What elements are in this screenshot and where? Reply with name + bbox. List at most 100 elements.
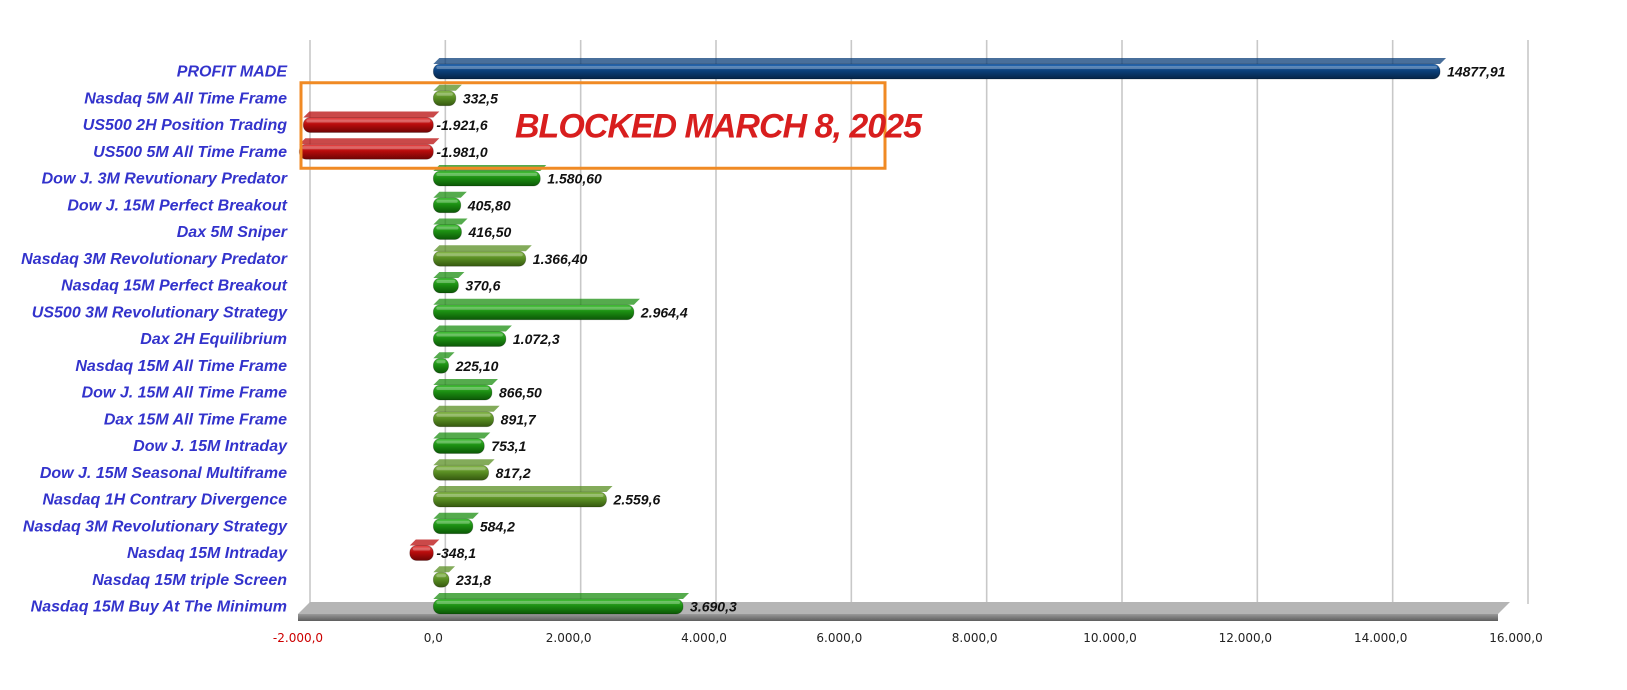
value-label: -1.981,0	[436, 144, 488, 160]
bars-layer	[298, 58, 1447, 615]
bar-highlight	[436, 226, 459, 230]
bar-front-face	[409, 545, 434, 561]
bar	[432, 379, 498, 401]
x-tick-label: 4.000,0	[681, 631, 727, 645]
category-label: Dax 5M Sniper	[177, 224, 288, 241]
value-label: 1.580,60	[547, 171, 602, 187]
bar-highlight	[436, 199, 458, 203]
value-label: 817,2	[496, 465, 531, 481]
bar-top-face	[409, 539, 440, 546]
bar-top-face	[433, 84, 462, 91]
category-label: Dow J. 15M Intraday	[133, 438, 288, 455]
bar	[432, 566, 456, 588]
value-label: 416,50	[468, 224, 512, 240]
value-label: 332,5	[463, 90, 498, 106]
value-labels: 14877,91 332,5 -1.921,6 -1.981,0 1.580,60 405…	[436, 64, 1505, 615]
bar-highlight	[302, 146, 431, 150]
bar-top-face	[433, 58, 1447, 64]
bar-top-face	[433, 432, 491, 439]
bar-front-face	[432, 250, 527, 267]
x-tick-label: -2.000,0	[273, 631, 323, 645]
value-label: 14877,91	[1447, 64, 1506, 80]
bar-top-face	[299, 138, 440, 145]
x-tick-label: 6.000,0	[816, 631, 862, 645]
bar-highlight	[436, 494, 604, 497]
value-label: 405,80	[467, 197, 511, 213]
bar-top-face	[433, 566, 456, 573]
value-label: 231,8	[455, 572, 491, 588]
value-label: 370,6	[465, 278, 500, 294]
bar	[432, 58, 1447, 80]
category-label: Nasdaq 15M triple Screen	[92, 572, 287, 589]
value-label: 584,2	[480, 518, 515, 534]
category-label: US500 5M All Time Frame	[93, 144, 287, 161]
bar	[432, 272, 465, 294]
bar	[432, 432, 491, 454]
category-label: Nasdaq 15M Intraday	[127, 545, 288, 562]
bar-front-face	[432, 90, 457, 107]
bar-top-face	[433, 405, 500, 412]
bar-front-face	[432, 598, 684, 615]
blocked-box	[299, 81, 887, 170]
category-label: Nasdaq 1H Contrary Divergence	[42, 492, 287, 509]
bar-highlight	[436, 440, 482, 444]
bar-top-face	[433, 191, 467, 198]
bar-front-face	[432, 491, 607, 508]
value-label: 1.366,40	[533, 251, 588, 267]
category-label: Dow J. 15M All Time Frame	[82, 385, 288, 402]
bar	[432, 593, 690, 615]
x-axis-tick-labels: -2.000,0 0,0 2.000,0 4.000,0 6.000,0 8.000,0 1…	[273, 631, 1543, 645]
bar-front-face	[432, 304, 635, 321]
bar	[432, 298, 640, 321]
value-label: 225,10	[455, 358, 499, 374]
bar	[432, 405, 500, 428]
value-label: 2.559,6	[613, 492, 661, 508]
bar-top-face	[433, 218, 468, 225]
value-label: -1.921,6	[436, 117, 488, 133]
bar-front-face	[432, 331, 507, 347]
bar-front-face	[432, 357, 449, 374]
bar	[432, 352, 455, 374]
bar-top-face	[303, 111, 440, 118]
x-tick-label: 12.000,0	[1219, 631, 1272, 645]
x-tick-label: 2.000,0	[546, 631, 592, 645]
blocked-annotation: BLOCKED MARCH 8, 2025	[299, 81, 924, 170]
x-tick-label: 14.000,0	[1354, 631, 1407, 645]
bar-front-face	[302, 117, 434, 133]
category-label: Dow J. 3M Revutionary Predator	[42, 171, 288, 188]
bar-top-face	[433, 593, 690, 599]
bar-front-face	[432, 170, 541, 187]
x-tick-label: 8.000,0	[952, 631, 998, 645]
bar-front-face	[432, 63, 1441, 80]
bar-top-face	[433, 298, 640, 305]
category-label: Nasdaq 15M All Time Frame	[75, 358, 287, 375]
bar	[432, 191, 467, 214]
bar	[432, 84, 462, 107]
bar-highlight	[436, 413, 491, 417]
bar-top-face	[433, 352, 455, 359]
category-label: Nasdaq 3M Revolutionary Predator	[21, 251, 288, 268]
bar-highlight	[412, 547, 431, 551]
category-label: Dow J. 15M Perfect Breakout	[67, 197, 287, 214]
category-label: Dax 2H Equilibrium	[140, 331, 287, 348]
bar-highlight	[436, 574, 447, 578]
value-label: 753,1	[491, 438, 526, 454]
bar-highlight	[436, 66, 1438, 69]
bar	[302, 111, 440, 133]
bar-top-face	[433, 512, 479, 519]
value-label: 1.072,3	[513, 331, 560, 347]
bar-front-face	[432, 384, 493, 401]
bar-front-face	[432, 518, 474, 535]
bar-highlight	[436, 333, 503, 337]
bar-top-face	[433, 325, 512, 332]
value-label: 3.690,3	[690, 599, 737, 615]
x-tick-label: 16.000,0	[1489, 631, 1542, 645]
bar-top-face	[433, 486, 613, 492]
x-tick-label: 10.000,0	[1083, 631, 1136, 645]
bar-highlight	[436, 387, 489, 390]
value-label: 891,7	[501, 411, 537, 427]
bar-front-face	[432, 224, 462, 240]
bar	[432, 486, 613, 508]
